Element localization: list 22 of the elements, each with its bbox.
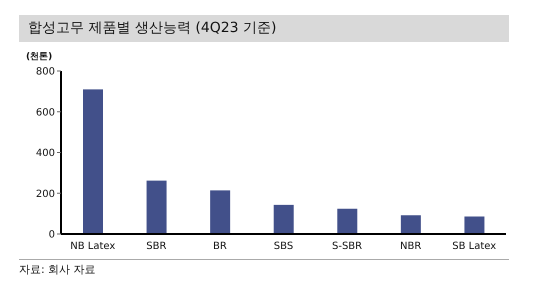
- x-tick-label: SB Latex: [452, 241, 496, 252]
- chart-title: 합성고무 제품별 생산능력 (4Q23 기준): [28, 19, 276, 37]
- bar: [400, 215, 421, 234]
- x-tick-label: SBR: [146, 241, 166, 252]
- text: 자료: 회사 자료: [19, 262, 96, 277]
- x-tick-label: SBS: [274, 241, 294, 252]
- bar: [337, 208, 358, 234]
- y-tick-label: 800: [36, 66, 55, 78]
- y-tick-label: 600: [36, 107, 55, 118]
- x-tick-label: BR: [213, 241, 227, 252]
- y-tick-label: 400: [36, 148, 55, 160]
- bar: [464, 216, 484, 234]
- bar: [274, 204, 294, 234]
- bar: [83, 89, 103, 234]
- bar: [146, 180, 167, 234]
- y-axis-title: (천톤): [26, 51, 52, 63]
- y-tick-label: 200: [36, 188, 55, 200]
- y-tick-label: 0: [48, 230, 55, 241]
- bar: [210, 190, 230, 234]
- x-tick-label: S-SBR: [332, 241, 362, 252]
- x-tick-label: NB Latex: [70, 241, 116, 252]
- x-tick-label: NBR: [400, 241, 422, 252]
